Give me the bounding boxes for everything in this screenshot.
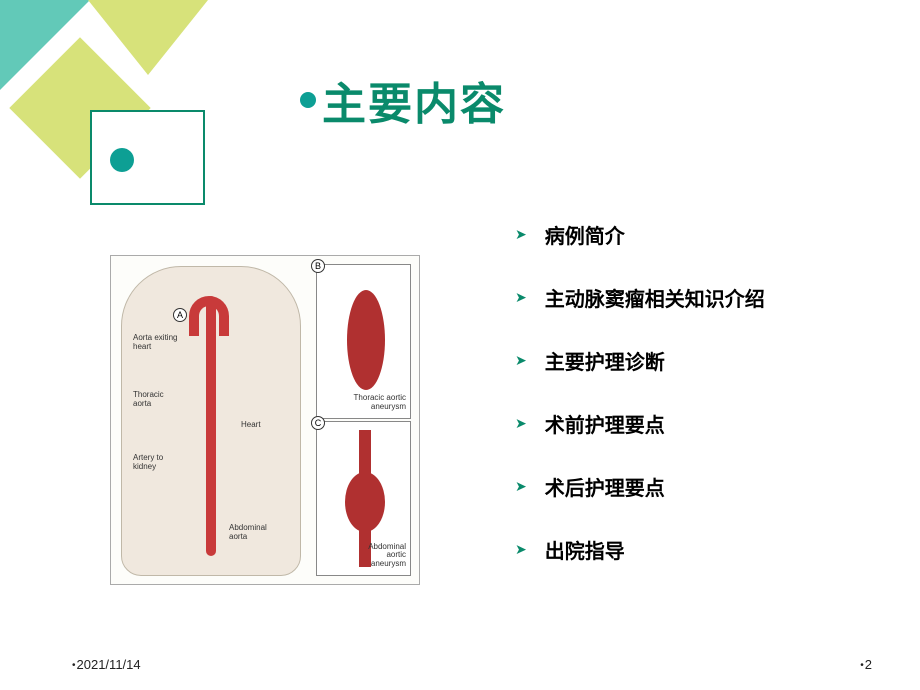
bullet-dot-icon: • <box>72 660 76 671</box>
diagram-panel-b: B Thoracic aortic aneurysm <box>316 264 411 419</box>
decor-outline-box <box>90 110 205 205</box>
footer-page: •2 <box>860 657 872 672</box>
diagram-label-thoracic-aneurysm: Thoracic aortic aneurysm <box>351 394 406 412</box>
list-item-label: 病例简介 <box>545 220 625 249</box>
diagram-thoracic-aneurysm <box>347 290 385 390</box>
footer-date-text: 2021/11/14 <box>77 657 141 672</box>
diagram-label-abdominal: Abdominal aorta <box>229 524 284 542</box>
list-item-label: 主动脉窦瘤相关知识介绍 <box>545 283 765 312</box>
chevron-right-icon: ➤ <box>515 226 527 243</box>
title-text: 主要内容 <box>322 68 506 132</box>
chevron-right-icon: ➤ <box>515 415 527 432</box>
content-list: ➤ 病例简介 ➤ 主动脉窦瘤相关知识介绍 ➤ 主要护理诊断 ➤ 术前护理要点 ➤… <box>515 220 875 598</box>
list-item: ➤ 病例简介 <box>515 220 875 249</box>
chevron-right-icon: ➤ <box>515 478 527 495</box>
list-item-label: 主要护理诊断 <box>545 346 665 375</box>
chevron-right-icon: ➤ <box>515 289 527 306</box>
diagram-label-artery-kidney: Artery to kidney <box>133 454 183 472</box>
diagram-marker-c: C <box>311 416 325 430</box>
diagram-label-heart: Heart <box>241 421 261 430</box>
diagram-panel-c: C Abdominal aortic aneurysm <box>316 421 411 576</box>
footer-page-number: 2 <box>865 657 872 672</box>
chevron-right-icon: ➤ <box>515 541 527 558</box>
aorta-diagram: A Aorta exiting heart Thoracic aorta Hea… <box>110 255 420 585</box>
title-bullet-icon <box>300 92 316 108</box>
bullet-dot-icon: • <box>860 660 864 671</box>
slide-title: 主要内容 <box>300 68 506 132</box>
list-item: ➤ 术前护理要点 <box>515 409 875 438</box>
list-item-label: 出院指导 <box>545 535 625 564</box>
footer-date: •2021/11/14 <box>72 657 141 672</box>
diagram-label-thoracic: Thoracic aorta <box>133 391 183 409</box>
list-item: ➤ 主要护理诊断 <box>515 346 875 375</box>
chevron-right-icon: ➤ <box>515 352 527 369</box>
list-item: ➤ 术后护理要点 <box>515 472 875 501</box>
diagram-label-abdominal-aneurysm: Abdominal aortic aneurysm <box>351 543 406 569</box>
list-item-label: 术后护理要点 <box>545 472 665 501</box>
list-item-label: 术前护理要点 <box>545 409 665 438</box>
decor-circle-icon <box>110 148 134 172</box>
diagram-label-aorta-exit: Aorta exiting heart <box>133 334 183 352</box>
diagram-marker-b: B <box>311 259 325 273</box>
list-item: ➤ 出院指导 <box>515 535 875 564</box>
diagram-aorta-vessel <box>206 296 216 556</box>
diagram-marker-a: A <box>173 308 187 322</box>
list-item: ➤ 主动脉窦瘤相关知识介绍 <box>515 283 875 312</box>
